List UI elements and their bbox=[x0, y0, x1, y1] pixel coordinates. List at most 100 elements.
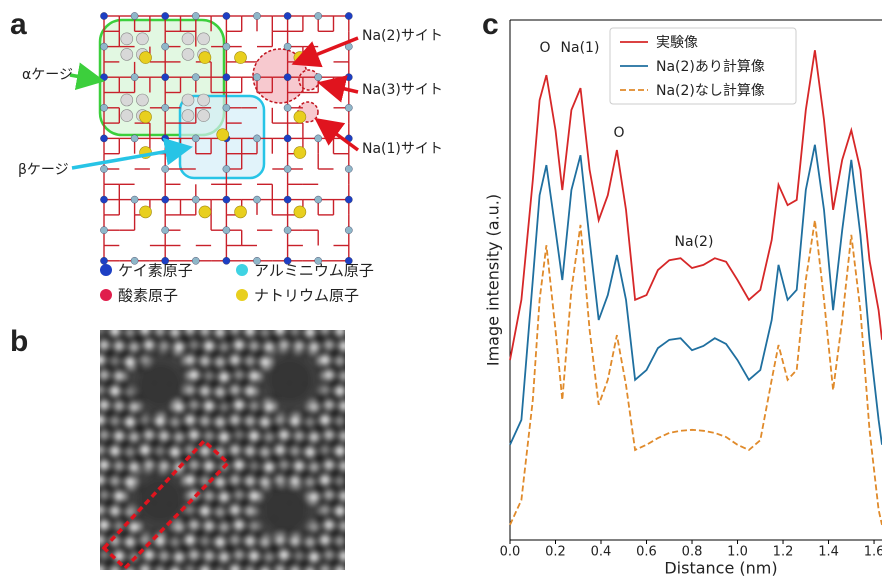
image-spot bbox=[230, 415, 241, 426]
image-spot bbox=[260, 417, 271, 428]
image-spot bbox=[155, 416, 166, 427]
image-spot bbox=[279, 550, 290, 561]
image-spot bbox=[140, 415, 151, 426]
image-spot bbox=[290, 566, 301, 576]
atom bbox=[131, 74, 138, 81]
panel-label: a bbox=[10, 8, 27, 41]
image-spot bbox=[309, 402, 320, 413]
atom bbox=[100, 165, 107, 172]
image-spot bbox=[189, 430, 200, 441]
image-spot bbox=[335, 476, 346, 487]
arrow bbox=[70, 75, 98, 80]
page: {"panel_labels": ["a", "b", "c"], "struc… bbox=[0, 0, 882, 576]
atom bbox=[217, 129, 229, 141]
image-spot bbox=[114, 551, 125, 562]
legend-label: Na(2)あり計算像 bbox=[656, 59, 765, 75]
atom bbox=[198, 33, 210, 45]
atom bbox=[192, 12, 199, 19]
image-spot bbox=[335, 416, 346, 427]
image-spot bbox=[159, 551, 170, 562]
image-spot bbox=[279, 340, 290, 351]
atom bbox=[284, 12, 291, 19]
image-spot bbox=[320, 505, 331, 516]
image-spot bbox=[99, 430, 110, 441]
atom bbox=[121, 48, 133, 60]
image-spot bbox=[249, 431, 260, 442]
image-spot bbox=[99, 460, 110, 471]
atom bbox=[284, 165, 291, 172]
image-spot bbox=[264, 432, 275, 443]
atom bbox=[100, 196, 107, 203]
image-spot bbox=[129, 402, 140, 413]
image-spot bbox=[110, 326, 121, 337]
image-spot bbox=[339, 521, 350, 532]
image-spot bbox=[335, 326, 346, 337]
image-spot bbox=[95, 415, 106, 426]
image-spot bbox=[215, 537, 226, 548]
image-spot bbox=[200, 386, 211, 397]
image-spot bbox=[234, 520, 245, 531]
atom bbox=[192, 74, 199, 81]
image-spot bbox=[170, 417, 181, 428]
image-spot bbox=[114, 461, 125, 472]
image-spot bbox=[129, 342, 140, 353]
atom bbox=[121, 94, 133, 106]
atom bbox=[182, 33, 194, 45]
atom bbox=[284, 227, 291, 234]
image-spot bbox=[260, 447, 271, 458]
atom bbox=[162, 104, 169, 111]
image-spot bbox=[339, 341, 350, 352]
image-spot bbox=[249, 491, 260, 502]
atom bbox=[345, 104, 352, 111]
x-tick-label: 1.0 bbox=[727, 545, 748, 560]
figure: a b c αケージβケージNa(2)サイトNa(3)サイトNa(1)サイトケイ… bbox=[0, 0, 882, 576]
image-spot bbox=[155, 566, 166, 576]
image-spot bbox=[264, 402, 275, 413]
image-spot bbox=[155, 446, 166, 457]
image-spot bbox=[290, 536, 301, 547]
annotation: O bbox=[613, 125, 624, 141]
image-spot bbox=[249, 521, 260, 532]
cage-label: αケージ bbox=[22, 67, 73, 83]
image-spot bbox=[129, 522, 140, 533]
image-spot bbox=[219, 492, 230, 503]
atom bbox=[192, 196, 199, 203]
atom bbox=[131, 196, 138, 203]
annotation: Na(2) bbox=[675, 234, 714, 250]
image-texture bbox=[95, 325, 350, 576]
image-spot bbox=[320, 355, 331, 366]
image-spot bbox=[159, 341, 170, 352]
image-spot bbox=[245, 476, 256, 487]
atom bbox=[253, 135, 260, 142]
image-spot bbox=[215, 477, 226, 488]
image-spot bbox=[129, 462, 140, 473]
image-spot bbox=[249, 401, 260, 412]
image-spot bbox=[125, 477, 136, 488]
atom bbox=[198, 110, 210, 122]
image-spot bbox=[170, 447, 181, 458]
image-spot bbox=[125, 357, 136, 368]
atom bbox=[284, 104, 291, 111]
atom bbox=[223, 74, 230, 81]
x-tick-label: 1.6 bbox=[864, 545, 882, 560]
image-spot bbox=[305, 327, 316, 338]
image-spot bbox=[260, 477, 271, 488]
atom bbox=[284, 43, 291, 50]
x-tick-label: 1.2 bbox=[773, 545, 794, 560]
image-spot bbox=[219, 432, 230, 443]
atom bbox=[235, 206, 247, 218]
atom bbox=[284, 196, 291, 203]
image-spot bbox=[234, 490, 245, 501]
image-spot bbox=[275, 415, 286, 426]
image-spot bbox=[279, 460, 290, 471]
arrow bbox=[72, 148, 186, 168]
image-spot bbox=[335, 356, 346, 367]
image-spot bbox=[110, 506, 121, 517]
annotation: Na(1) bbox=[561, 40, 600, 56]
image-spot bbox=[294, 341, 305, 352]
atom bbox=[140, 111, 152, 123]
image-spot bbox=[335, 566, 346, 576]
arrow bbox=[320, 122, 358, 150]
image-spot bbox=[185, 385, 196, 396]
image-spot bbox=[230, 505, 241, 516]
